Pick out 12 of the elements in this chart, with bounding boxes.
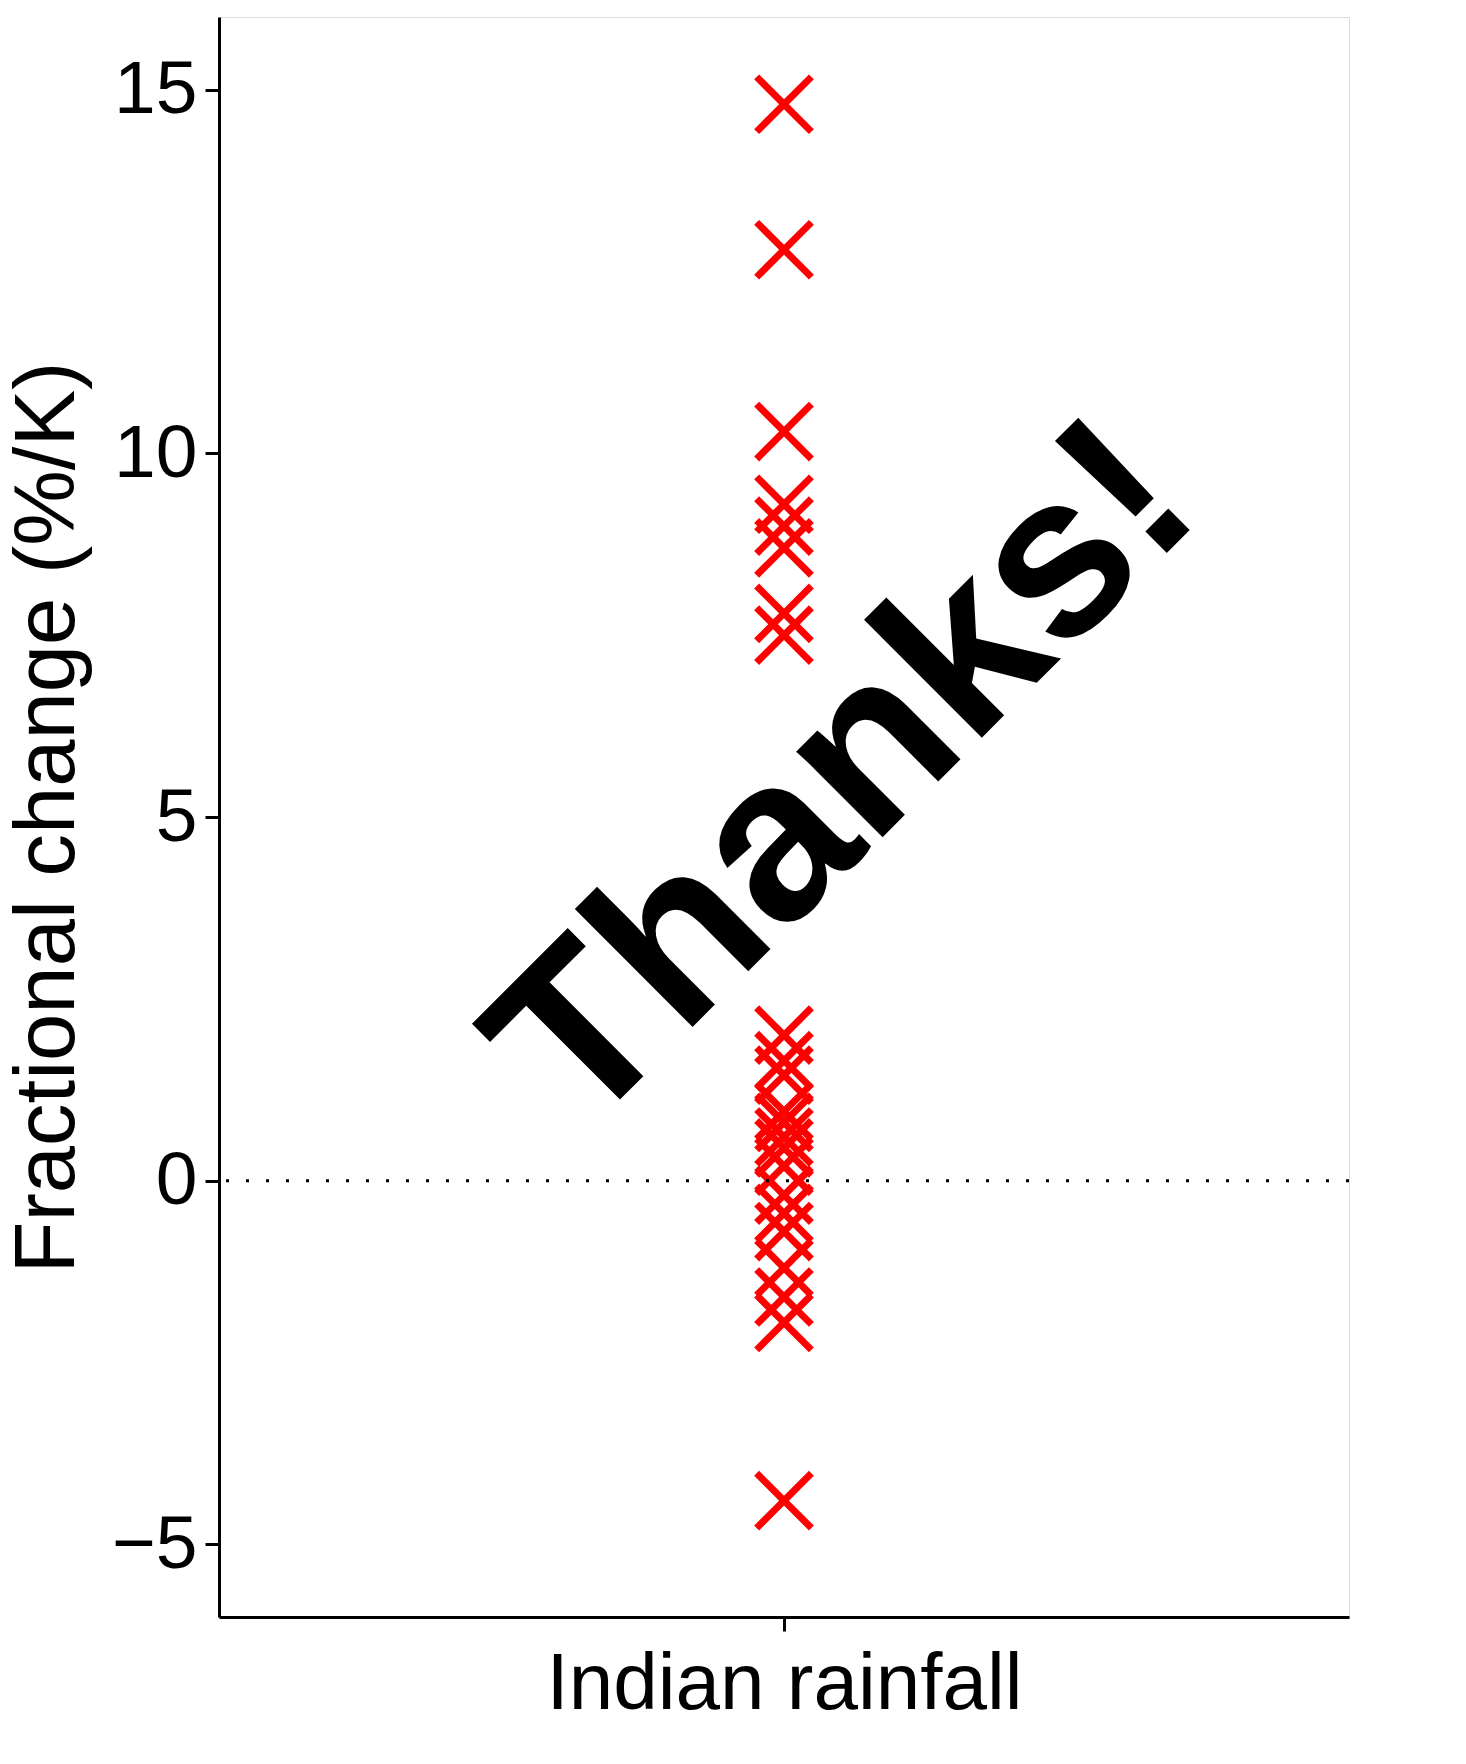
y-tick-label: 15	[114, 45, 198, 130]
y-tick-label: 5	[155, 772, 198, 857]
point	[754, 74, 814, 135]
point	[754, 1470, 814, 1531]
y-tick-label: −5	[111, 1499, 198, 1584]
y-tick-label: 0	[155, 1136, 198, 1221]
y-axis-title: Fractional change (%/K)	[0, 361, 92, 1274]
x-tick-label: Indian rainfall	[546, 1636, 1023, 1726]
y-tick-label: 10	[114, 408, 198, 493]
point	[754, 219, 814, 280]
point	[754, 1201, 814, 1262]
point	[754, 1292, 814, 1353]
